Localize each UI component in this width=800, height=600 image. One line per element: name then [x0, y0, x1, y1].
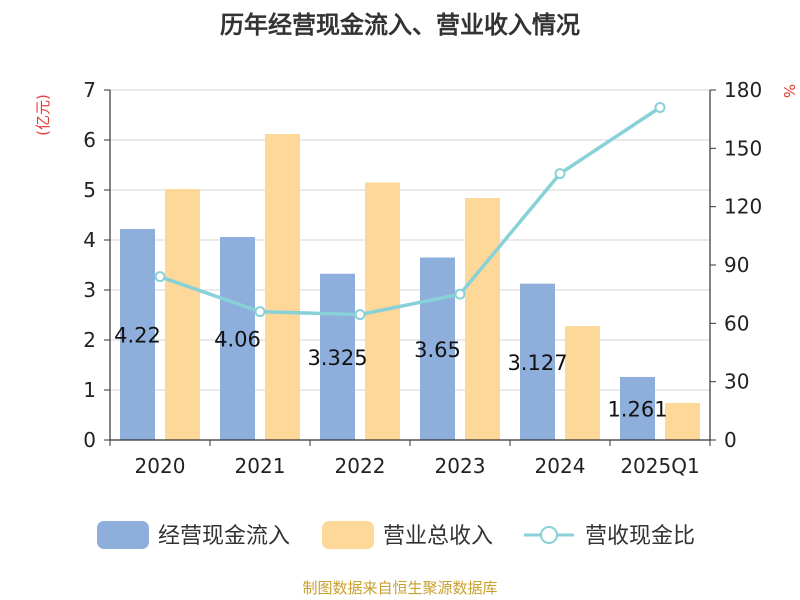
y-right-tick-label: 0 [724, 428, 737, 452]
y-left-tick-label: 6 [83, 128, 96, 152]
bar-revenue [665, 403, 700, 440]
line-point [154, 271, 166, 283]
data-label: 3.127 [507, 351, 567, 375]
y-right-tick-label: 90 [724, 253, 749, 277]
legend-marker-ratio [540, 526, 558, 544]
bars [120, 134, 700, 440]
bar-revenue [465, 198, 500, 440]
line-series [154, 102, 666, 321]
bar-revenue [265, 134, 300, 440]
y-left-unit: (亿元) [34, 94, 52, 136]
source-note: 制图数据来自恒生聚源数据库 [302, 579, 497, 597]
line-path [159, 106, 661, 317]
bar-revenue [565, 326, 600, 440]
bar-cash-inflow [220, 237, 255, 440]
y-left-tick-label: 1 [83, 378, 96, 402]
axes [104, 89, 716, 446]
y-left-tick-label: 2 [83, 328, 96, 352]
line-point [354, 309, 366, 321]
data-label: 3.325 [307, 346, 367, 370]
y-left-tick-label: 0 [83, 428, 96, 452]
x-tick-label: 2024 [535, 454, 586, 478]
data-label: 1.261 [607, 397, 667, 421]
bar-cash-inflow [620, 376, 655, 440]
x-tick-label: 2025Q1 [620, 454, 699, 478]
legend-label-ratio: 营收现金比 [585, 524, 695, 549]
y-left-tick-label: 3 [83, 278, 96, 302]
line-point [654, 102, 666, 113]
y-right-unit: % [780, 84, 798, 98]
bar-cash-inflow [420, 257, 455, 440]
y-right-tick-label: 180 [724, 78, 762, 102]
chart-title: 历年经营现金流入、营业收入情况 [220, 11, 580, 39]
legend: 经营现金流入 营业总收入 营收现金比 [97, 521, 695, 549]
bar-cash-inflow [320, 273, 355, 440]
y-right-tick-label: 120 [724, 195, 762, 219]
grid [110, 89, 710, 391]
data-labels: 4.22 4.06 3.325 3.65 3.127 1.261 [114, 324, 667, 422]
data-label: 3.65 [414, 338, 461, 362]
y-left-tick-label: 5 [83, 178, 96, 202]
legend-swatch-cash-inflow [97, 521, 149, 549]
data-label: 4.06 [214, 328, 261, 352]
bar-cash-inflow [520, 283, 555, 440]
legend-label-cash-inflow: 经营现金流入 [158, 524, 290, 549]
line-point [254, 306, 266, 318]
ticks: 0 1 2 3 4 5 6 7 0 30 60 90 120 150 180 2020 2021 2022 2023… [83, 78, 762, 478]
bar-revenue [165, 189, 200, 440]
y-right-tick-label: 60 [724, 311, 749, 335]
legend-label-revenue: 营业总收入 [383, 524, 493, 549]
bar-cash-inflow [120, 229, 155, 440]
x-tick-label: 2022 [335, 454, 386, 478]
x-tick-label: 2020 [135, 454, 186, 478]
y-left-tick-label: 4 [83, 228, 96, 252]
y-right-tick-label: 150 [724, 136, 762, 160]
y-right-tick-label: 30 [724, 370, 749, 394]
data-label: 4.22 [114, 324, 161, 348]
y-left-tick-label: 7 [83, 78, 96, 102]
legend-swatch-revenue [322, 521, 374, 549]
x-tick-label: 2023 [435, 454, 486, 478]
line-point [554, 168, 566, 180]
line-point [454, 288, 466, 300]
x-tick-label: 2021 [235, 454, 286, 478]
